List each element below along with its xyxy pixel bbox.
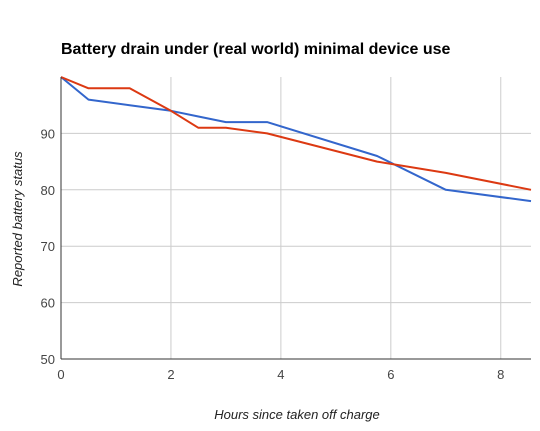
tick-labels: 50 60 70 80 90 0 2 4 6 8 [41,126,505,382]
y-tick-label: 50 [41,352,55,367]
y-tick-label: 70 [41,239,55,254]
series-lines [60,76,532,203]
y-axis-title: Reported battery status [10,151,25,287]
x-tick-label: 2 [167,367,174,382]
series-line-2 [60,76,532,191]
x-tick-label: 8 [497,367,504,382]
y-tick-label: 60 [41,296,55,311]
series-line-1 [60,76,532,203]
y-tick-label: 80 [41,183,55,198]
y-tick-label: 90 [41,126,55,141]
x-tick-label: 6 [387,367,394,382]
x-tick-label: 0 [57,367,64,382]
gridlines [61,77,531,359]
x-tick-label: 4 [277,367,284,382]
axes [60,77,531,360]
x-axis-title: Hours since taken off charge [214,407,379,422]
chart-title: Battery drain under (real world) minimal… [61,41,451,58]
